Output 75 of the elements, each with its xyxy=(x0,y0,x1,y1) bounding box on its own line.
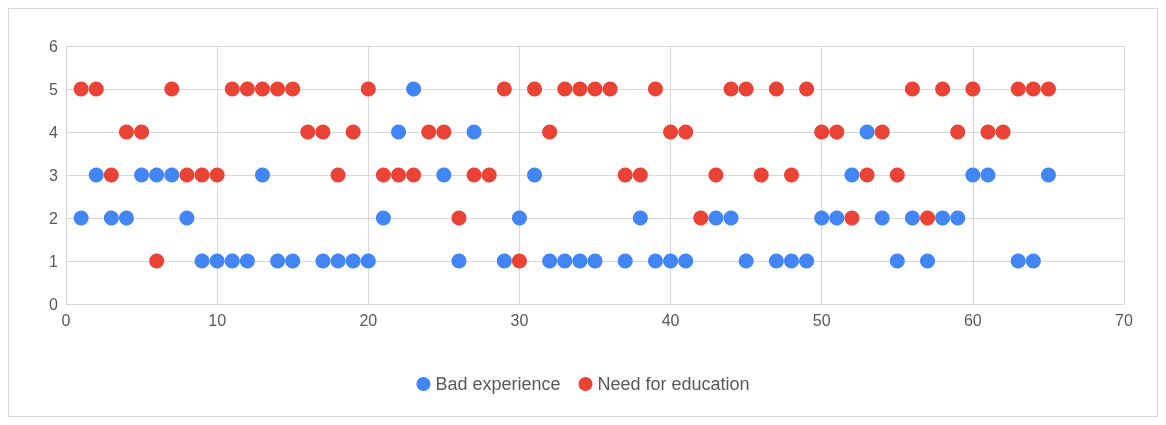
point xyxy=(270,253,286,269)
point xyxy=(436,167,452,183)
x-tick-label: 30 xyxy=(510,311,529,329)
point xyxy=(647,253,663,269)
point xyxy=(980,167,996,183)
y-tick-label: 4 xyxy=(49,123,59,141)
y-tick-label: 6 xyxy=(49,37,59,55)
point xyxy=(134,167,150,183)
y-tick-label: 2 xyxy=(49,209,59,227)
point xyxy=(285,253,301,269)
point xyxy=(965,167,981,183)
x-tick-label: 10 xyxy=(208,311,227,329)
x-tick-label: 70 xyxy=(1115,311,1133,329)
x-tick-label: 20 xyxy=(359,311,378,329)
point xyxy=(88,167,104,183)
x-tick-label: 40 xyxy=(661,311,680,329)
point xyxy=(1025,253,1041,269)
point xyxy=(632,210,648,226)
point xyxy=(209,253,225,269)
point xyxy=(511,210,527,226)
y-tick-label: 1 xyxy=(49,252,59,270)
point xyxy=(617,253,633,269)
point xyxy=(1010,253,1026,269)
point xyxy=(164,167,180,183)
legend-label: Need for education xyxy=(597,374,750,394)
point xyxy=(844,167,860,183)
point xyxy=(345,253,361,269)
legend-label: Bad experience xyxy=(435,374,561,394)
point xyxy=(859,124,875,140)
point xyxy=(375,210,391,226)
point xyxy=(889,253,905,269)
point xyxy=(920,253,936,269)
point xyxy=(330,253,346,269)
point xyxy=(451,253,467,269)
point xyxy=(1040,167,1056,183)
point xyxy=(224,253,240,269)
point xyxy=(406,81,422,97)
point xyxy=(738,253,754,269)
point xyxy=(73,210,89,226)
y-tick-label: 5 xyxy=(49,80,59,98)
point xyxy=(950,210,966,226)
point xyxy=(723,210,739,226)
point xyxy=(149,167,165,183)
point xyxy=(663,253,679,269)
point xyxy=(360,253,376,269)
point xyxy=(557,253,573,269)
point xyxy=(527,167,543,183)
point xyxy=(678,253,694,269)
point xyxy=(315,253,331,269)
point xyxy=(103,210,119,226)
point xyxy=(708,210,724,226)
point xyxy=(496,253,512,269)
point xyxy=(255,167,270,183)
x-tick-label: 50 xyxy=(812,311,831,329)
y-tick-label: 3 xyxy=(49,166,59,184)
point xyxy=(814,210,830,226)
point xyxy=(768,253,784,269)
point xyxy=(239,253,255,269)
point xyxy=(799,253,815,269)
point xyxy=(904,210,920,226)
point xyxy=(874,210,890,226)
point xyxy=(542,253,558,269)
y-tick-label: 0 xyxy=(49,295,59,313)
point xyxy=(935,210,951,226)
point xyxy=(572,253,588,269)
point xyxy=(784,253,799,269)
point xyxy=(194,253,210,269)
point xyxy=(587,253,603,269)
x-tick-label: 0 xyxy=(61,311,71,329)
point xyxy=(466,124,482,140)
point xyxy=(829,210,845,226)
point xyxy=(179,210,195,226)
x-tick-label: 60 xyxy=(963,311,982,329)
point xyxy=(118,210,134,226)
point xyxy=(391,124,407,140)
